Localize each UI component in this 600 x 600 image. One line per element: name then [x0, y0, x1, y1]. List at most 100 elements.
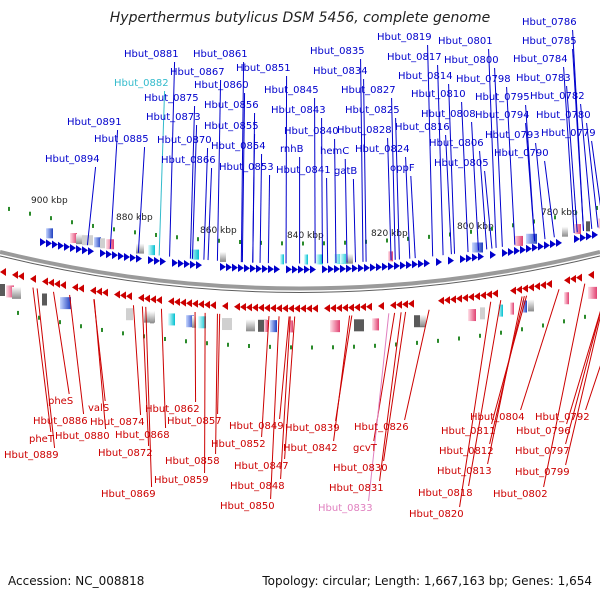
gene-label[interactable]: Hbut_0786 — [522, 17, 577, 28]
gene-label[interactable]: Hbut_0859 — [154, 475, 209, 486]
gene-label[interactable]: Hbut_0858 — [165, 456, 220, 467]
gene-label[interactable]: hemC — [320, 146, 349, 157]
gene-label[interactable]: rnhB — [280, 144, 304, 155]
gene-label[interactable]: Hbut_0869 — [101, 489, 156, 500]
gene-label[interactable]: Hbut_0845 — [264, 85, 319, 96]
gene-label[interactable]: gatB — [334, 166, 357, 177]
gene-label[interactable]: Hbut_0819 — [377, 32, 432, 43]
gene-label[interactable]: Hbut_0880 — [55, 431, 110, 442]
forward-gene-arrow — [244, 264, 250, 273]
gene-label[interactable]: valS — [88, 403, 109, 414]
tick-mark — [584, 314, 586, 319]
gene-label[interactable]: Hbut_0782 — [530, 91, 585, 102]
gene-label[interactable]: Hbut_0886 — [33, 416, 88, 427]
gene-label[interactable]: Hbut_0853 — [219, 162, 274, 173]
gene-label[interactable]: Hbut_0816 — [395, 122, 450, 133]
gene-label[interactable]: Hbut_0847 — [234, 461, 289, 472]
gene-label[interactable]: Hbut_0889 — [4, 450, 59, 461]
gene-label[interactable]: Hbut_0872 — [98, 448, 153, 459]
gene-label[interactable]: Hbut_0793 — [485, 130, 540, 141]
gene-label[interactable]: Hbut_0891 — [67, 117, 122, 128]
gene-label[interactable]: Hbut_0799 — [515, 467, 570, 478]
gene-label[interactable]: Hbut_0875 — [144, 93, 199, 104]
tick-mark — [542, 323, 544, 328]
gene-label-highlight[interactable]: Hbut_0833 — [318, 503, 373, 514]
gene-label[interactable]: Hbut_0854 — [211, 141, 266, 152]
gene-label[interactable]: Hbut_0831 — [329, 483, 384, 494]
gene-label[interactable]: Hbut_0852 — [211, 439, 266, 450]
gene-label[interactable]: Hbut_0801 — [438, 36, 493, 47]
gene-label[interactable]: Hbut_0818 — [418, 488, 473, 499]
leader-line — [360, 58, 364, 262]
gene-label[interactable]: Hbut_0856 — [204, 100, 259, 111]
gene-label[interactable]: Hbut_0834 — [313, 66, 368, 77]
gene-label[interactable]: Hbut_0800 — [444, 55, 499, 66]
gene-label[interactable]: Hbut_0812 — [439, 446, 494, 457]
tick-mark — [260, 240, 262, 245]
reverse-gene-arrow — [192, 299, 198, 308]
forward-gene-arrow — [40, 238, 46, 247]
gene-label[interactable]: Hbut_0881 — [124, 49, 179, 60]
gene-label[interactable]: Hbut_0894 — [45, 154, 100, 165]
gene-label[interactable]: Hbut_0820 — [409, 509, 464, 520]
gene-label[interactable]: Hbut_0814 — [398, 71, 453, 82]
gene-label[interactable]: Hbut_0779 — [541, 128, 596, 139]
gene-label[interactable]: Hbut_0860 — [194, 80, 249, 91]
gene-label[interactable]: gcvT — [353, 443, 378, 454]
gene-label[interactable]: Hbut_0808 — [421, 109, 476, 120]
forward-gene-arrow — [520, 245, 526, 254]
gene-label[interactable]: Hbut_0870 — [157, 135, 212, 146]
gene-label[interactable]: Hbut_0796 — [516, 426, 571, 437]
gene-label[interactable]: Hbut_0785 — [522, 36, 577, 47]
gene-label[interactable]: Hbut_0795 — [475, 92, 530, 103]
gene-label[interactable]: Hbut_0848 — [230, 481, 285, 492]
gene-label[interactable]: Hbut_0790 — [494, 148, 549, 159]
gene-label[interactable]: Hbut_0867 — [170, 67, 225, 78]
gene-label[interactable]: Hbut_0857 — [167, 416, 222, 427]
gene-label[interactable]: Hbut_0810 — [411, 89, 466, 100]
gene-label[interactable]: Hbut_0798 — [456, 74, 511, 85]
gene-label[interactable]: Hbut_0825 — [345, 105, 400, 116]
gene-label[interactable]: Hbut_0797 — [515, 446, 570, 457]
gene-label[interactable]: Hbut_0780 — [536, 110, 591, 121]
gene-label[interactable]: pheT — [29, 434, 55, 445]
leader-line — [410, 175, 416, 259]
gene-label[interactable]: Hbut_0873 — [146, 112, 201, 123]
gene-label[interactable]: Hbut_0849 — [229, 421, 284, 432]
gene-label[interactable]: Hbut_0835 — [310, 46, 365, 57]
gene-label[interactable]: Hbut_0840 — [284, 126, 339, 137]
genome-backbone — [0, 250, 600, 291]
gene-label[interactable]: Hbut_0839 — [285, 423, 340, 434]
gene-label[interactable]: Hbut_0827 — [341, 85, 396, 96]
gene-label[interactable]: Hbut_0792 — [535, 412, 590, 423]
gene-label[interactable]: Hbut_0885 — [94, 134, 149, 145]
gene-label[interactable]: Hbut_0866 — [161, 155, 216, 166]
gene-label[interactable]: Hbut_0862 — [145, 404, 200, 415]
gene-label[interactable]: oppF — [390, 163, 415, 174]
gene-label[interactable]: Hbut_0817 — [387, 52, 442, 63]
gene-label[interactable]: Hbut_0841 — [276, 165, 331, 176]
gene-label[interactable]: Hbut_0811 — [441, 426, 496, 437]
gene-label[interactable]: Hbut_0806 — [429, 138, 484, 149]
gene-label[interactable]: Hbut_0802 — [493, 489, 548, 500]
gene-label[interactable]: Hbut_0842 — [283, 443, 338, 454]
gene-label[interactable]: Hbut_0851 — [236, 63, 291, 74]
gene-label[interactable]: Hbut_0824 — [355, 144, 410, 155]
gene-label[interactable]: pheS — [48, 396, 73, 407]
gene-label[interactable]: Hbut_0828 — [337, 125, 392, 136]
gene-label[interactable]: Hbut_0805 — [434, 158, 489, 169]
gene-label[interactable]: Hbut_0861 — [193, 49, 248, 60]
gene-label[interactable]: Hbut_0855 — [204, 121, 259, 132]
gene-label[interactable]: Hbut_0784 — [513, 54, 568, 65]
gene-label[interactable]: Hbut_0843 — [271, 105, 326, 116]
gene-label[interactable]: Hbut_0813 — [437, 466, 492, 477]
gene-label[interactable]: Hbut_0826 — [354, 422, 409, 433]
gene-label-highlight[interactable]: Hbut_0882 — [114, 78, 169, 89]
gene-label[interactable]: Hbut_0794 — [475, 110, 530, 121]
gene-label[interactable]: Hbut_0850 — [220, 501, 275, 512]
gene-label[interactable]: Hbut_0868 — [115, 430, 170, 441]
gene-label[interactable]: Hbut_0804 — [470, 412, 525, 423]
gene-label[interactable]: Hbut_0874 — [90, 417, 145, 428]
gene-label[interactable]: Hbut_0830 — [333, 463, 388, 474]
gene-label[interactable]: Hbut_0783 — [516, 73, 571, 84]
